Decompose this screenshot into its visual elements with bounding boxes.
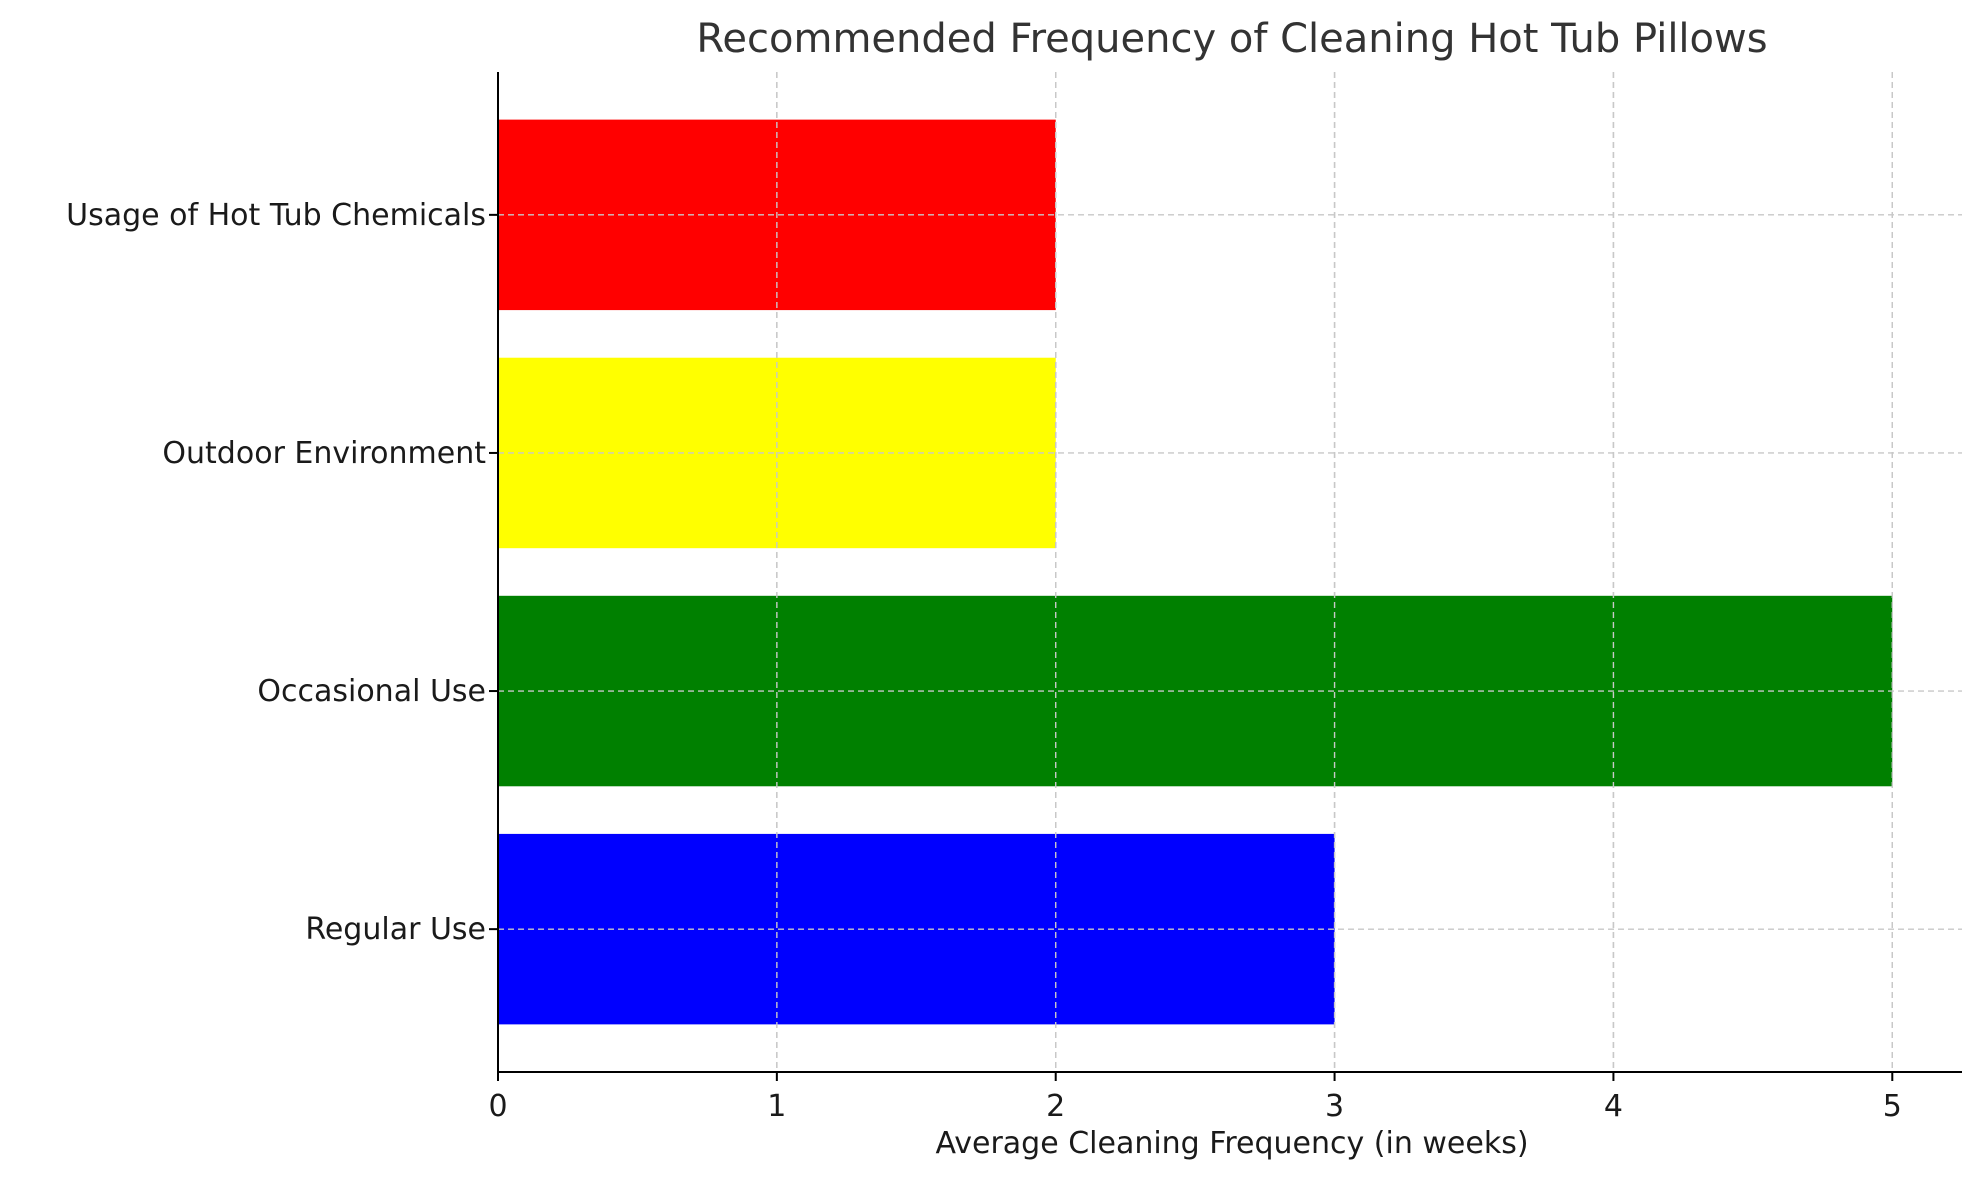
y-tick-label: Outdoor Environment [162, 436, 486, 471]
y-tick-label: Occasional Use [257, 674, 486, 709]
y-tick-label: Regular Use [305, 912, 486, 947]
x-tick-label: 1 [767, 1089, 786, 1124]
x-tick-label: 3 [1325, 1089, 1344, 1124]
x-tick-label: 2 [1046, 1089, 1065, 1124]
x-tick-label: 0 [488, 1089, 507, 1124]
x-axis-label: Average Cleaning Frequency (in weeks) [935, 1126, 1528, 1161]
bars-layer [498, 119, 1893, 1025]
x-tick-label: 4 [1604, 1089, 1623, 1124]
x-tick-label: 5 [1883, 1089, 1902, 1124]
bar-regular-use [498, 833, 1335, 1025]
x-axis-ticks: 0 1 2 3 4 5 [488, 1072, 1902, 1124]
grid-overlay [498, 72, 1962, 1072]
chart-title: Recommended Frequency of Cleaning Hot Tu… [696, 16, 1767, 62]
y-axis-ticks: Regular Use Occasional Use Outdoor Environ… [66, 198, 498, 947]
y-tick-label: Usage of Hot Tub Chemicals [66, 198, 486, 233]
